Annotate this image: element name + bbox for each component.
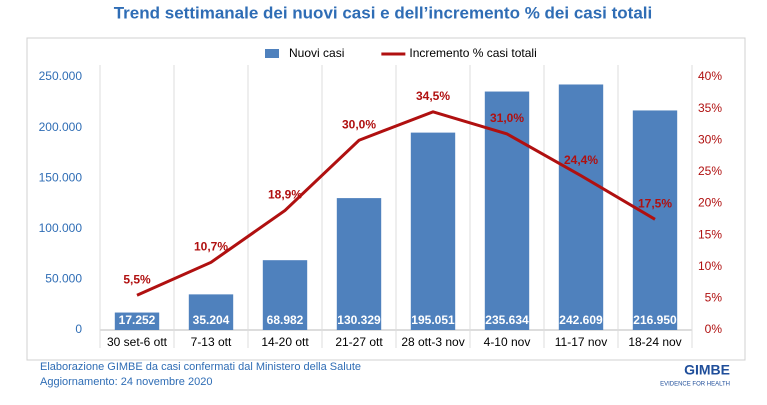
line-label: 31,0% xyxy=(490,111,524,125)
line-label: 5,5% xyxy=(123,272,151,286)
source-note: Elaborazione GIMBE da casi confermati da… xyxy=(40,361,361,373)
bar xyxy=(484,91,530,330)
line-label: 17,5% xyxy=(638,196,672,210)
line xyxy=(136,110,656,297)
x-tick-label: 30 set-6 ott xyxy=(107,335,168,349)
bar xyxy=(262,260,308,330)
y2-tick-label: 15% xyxy=(698,227,722,241)
y2-tick-label: 25% xyxy=(698,164,722,178)
bar-label: 68.982 xyxy=(267,313,304,327)
bar xyxy=(188,294,234,330)
bar-label: 195.051 xyxy=(411,313,455,327)
bar xyxy=(410,132,456,330)
update-note: Aggiornamento: 24 novembre 2020 xyxy=(40,376,212,388)
legend-swatch xyxy=(265,49,279,58)
logo-name: GIMBE xyxy=(684,362,730,378)
bar xyxy=(336,198,382,330)
legend-label: Nuovi casi xyxy=(289,46,344,60)
chart-title: Trend settimanale dei nuovi casi e dell’… xyxy=(114,3,653,22)
bar xyxy=(632,110,678,331)
line-label: 34,5% xyxy=(416,89,450,103)
line-label: 18,9% xyxy=(268,188,302,202)
x-tick-label: 21-27 ott xyxy=(335,335,383,349)
y2-tick-label: 35% xyxy=(698,101,722,115)
x-tick-label: 18-24 nov xyxy=(628,335,681,349)
x-tick-label: 11-17 nov xyxy=(555,335,607,349)
legend-label: Incremento % casi totali xyxy=(409,46,536,60)
x-tick-label: 4-10 nov xyxy=(484,335,531,349)
line-label: 30,0% xyxy=(342,117,376,131)
y2-tick-label: 40% xyxy=(698,69,722,83)
y2-tick-label: 10% xyxy=(698,259,722,273)
y2-tick-label: 5% xyxy=(705,291,723,305)
bar xyxy=(558,84,604,330)
bar-label: 242.609 xyxy=(559,313,603,327)
y-tick-label: 150.000 xyxy=(39,170,83,184)
bar-label: 17.252 xyxy=(119,313,156,327)
bar-label: 235.634 xyxy=(485,313,529,327)
x-tick-label: 7-13 ott xyxy=(191,335,232,349)
bar-label: 216.950 xyxy=(633,313,677,327)
y-tick-label: 50.000 xyxy=(45,272,82,286)
logo-tagline: EVIDENCE FOR HEALTH xyxy=(660,382,730,388)
line-label: 24,4% xyxy=(564,153,598,167)
x-tick-label: 14-20 ott xyxy=(261,335,309,349)
y-tick-label: 200.000 xyxy=(39,120,83,134)
y2-tick-label: 30% xyxy=(698,132,722,146)
bar-label: 35.204 xyxy=(193,313,230,327)
y-tick-label: 250.000 xyxy=(39,69,83,83)
y-tick-label: 0 xyxy=(75,322,82,336)
bar xyxy=(114,312,160,330)
y2-tick-label: 0% xyxy=(705,322,723,336)
line-label: 10,7% xyxy=(194,239,228,253)
y-tick-label: 100.000 xyxy=(39,221,83,235)
y2-tick-label: 20% xyxy=(698,196,722,210)
chart-frame xyxy=(26,37,746,361)
bar-label: 130.329 xyxy=(337,313,381,327)
x-tick-label: 28 ott-3 nov xyxy=(401,335,464,349)
